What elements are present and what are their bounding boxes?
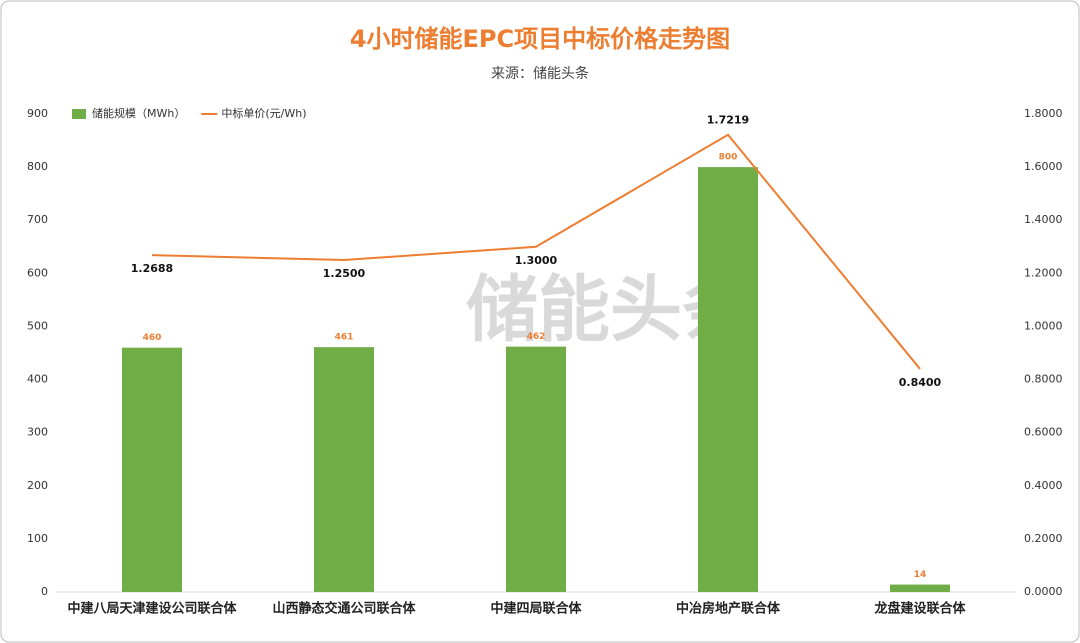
x-tick-label: 中建八局天津建设公司联合体: [67, 601, 237, 617]
y2-tick-label: 1.8000: [1024, 107, 1063, 120]
legend-label: 储能规模（MWh）: [92, 106, 185, 120]
bar: [122, 347, 182, 592]
chart-subtitle: 来源：储能头条: [491, 65, 589, 82]
y-tick-label: 500: [27, 319, 48, 332]
line-value-label: 1.3000: [515, 254, 558, 267]
y-tick-label: 700: [27, 213, 48, 226]
bar: [506, 346, 566, 592]
line-value-label: 1.2500: [323, 267, 366, 280]
line: [151, 133, 921, 370]
bar: [890, 584, 950, 592]
bar: [698, 167, 758, 592]
y2-tick-label: 0.8000: [1024, 373, 1063, 386]
x-tick-label: 中冶房地产联合体: [676, 601, 781, 617]
y2-tick-label: 1.2000: [1024, 266, 1063, 279]
y2-tick-label: 0.0000: [1024, 585, 1063, 598]
chart-title: 4小时储能EPC项目中标价格走势图: [350, 25, 730, 53]
bar-value-label: 460: [143, 333, 162, 343]
y-tick-label: 800: [27, 160, 48, 173]
bar-value-label: 800: [719, 153, 738, 163]
y2-tick-label: 0.6000: [1024, 426, 1063, 439]
line-value-label: 0.8400: [899, 376, 942, 389]
line-value-label: 1.7219: [707, 114, 749, 127]
bar-value-label: 462: [527, 332, 546, 342]
y-tick-label: 300: [27, 426, 48, 439]
bar-value-label: 14: [914, 570, 927, 580]
y2-tick-label: 1.6000: [1024, 160, 1063, 173]
bar-value-label: 461: [335, 333, 354, 343]
y-tick-label: 200: [27, 479, 48, 492]
y2-tick-label: 1.0000: [1024, 319, 1063, 332]
x-tick-label: 中建四局联合体: [490, 601, 582, 617]
y-tick-label: 900: [27, 107, 48, 120]
y2-tick-label: 0.2000: [1024, 532, 1063, 545]
legend-label: 中标单价(元/Wh): [221, 106, 306, 120]
y-tick-label: 100: [27, 532, 48, 545]
y2-tick-label: 1.4000: [1024, 213, 1063, 226]
x-tick-label: 龙盘建设联合体: [874, 601, 966, 617]
legend-swatch: [72, 109, 86, 119]
y2-tick-label: 0.4000: [1024, 479, 1063, 492]
bar: [314, 347, 374, 592]
y-tick-label: 600: [27, 266, 48, 279]
x-tick-label: 山西静态交通公司联合体: [272, 601, 416, 617]
y-tick-label: 400: [27, 373, 48, 386]
y-tick-label: 0: [41, 585, 48, 598]
line-value-label: 1.2688: [131, 262, 173, 275]
